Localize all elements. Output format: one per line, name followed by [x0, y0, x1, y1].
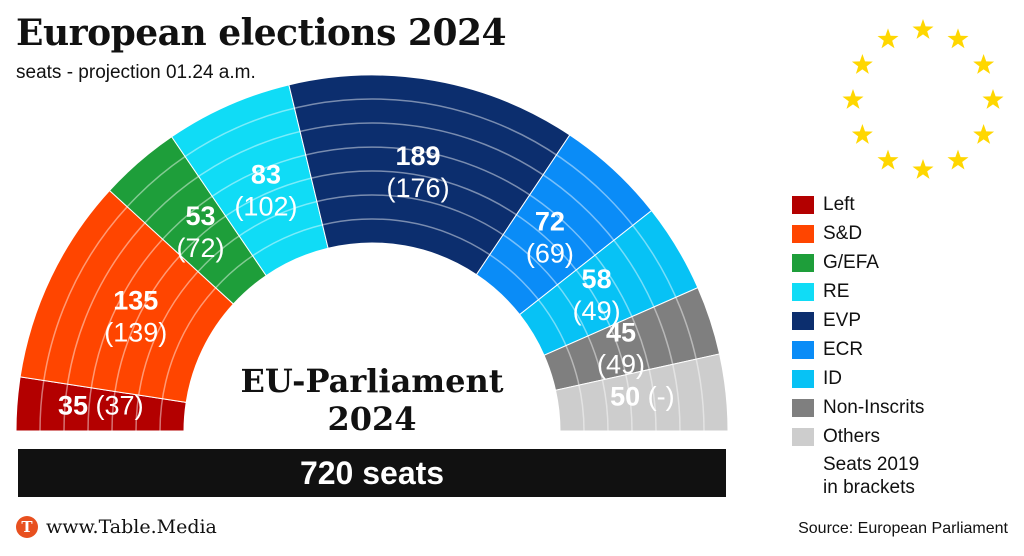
seat-label-g-efa: 53 (72)	[177, 201, 225, 263]
seat-row-ring	[63, 122, 681, 432]
seat-label-left: 35 (37)	[58, 390, 144, 420]
eu-star-icon	[947, 149, 969, 170]
seat-label-sd: 135 (139)	[104, 286, 167, 348]
seat-label-others: 50 (-)	[610, 381, 675, 411]
legend-label-id: ID	[823, 367, 842, 389]
eu-star-icon	[842, 89, 864, 109]
seat-count-non-inscrits: 45	[606, 317, 636, 347]
legend-note-line2: in brackets	[823, 477, 915, 498]
seat-row-ring	[111, 170, 633, 432]
seat-2019-others: (-)	[648, 381, 675, 411]
legend: Left S&D G/EFA RE EVP ECR ID Non-Inscrits Others…	[792, 190, 924, 499]
legend-swatch-ecr	[792, 340, 814, 359]
legend-swatch-non-inscrits	[792, 398, 814, 417]
center-label-name: EU-Parliament	[240, 362, 503, 400]
legend-swatch-left	[792, 195, 814, 214]
eu-star-icon	[851, 54, 873, 74]
chart-title: European elections 2024	[16, 12, 507, 54]
eu-star-icon	[912, 159, 934, 179]
legend-label-non-inscrits: Non-Inscrits	[823, 396, 925, 418]
legend-item-g-efa: G/EFA	[792, 248, 924, 277]
legend-swatch-g-efa	[792, 253, 814, 272]
eu-star-icon	[982, 89, 1004, 109]
legend-note: Seats 2019 in brackets	[823, 453, 924, 499]
seat-2019-g-efa: (72)	[177, 233, 225, 263]
table-media-logo-icon: T	[16, 516, 38, 538]
legend-label-evp: EVP	[823, 309, 862, 331]
seat-2019-left: (37)	[96, 390, 144, 420]
seat-count-left: 35	[58, 390, 96, 420]
footer-url[interactable]: www.Table.Media	[46, 516, 217, 538]
seat-count-sd: 135	[113, 286, 158, 316]
legend-item-sd: S&D	[792, 219, 924, 248]
legend-label-others: Others	[823, 425, 881, 447]
center-label-year: 2024	[327, 400, 416, 438]
seat-label-id: 58 (49)	[573, 264, 621, 326]
source-note: Source: European Parliament	[798, 520, 1008, 537]
seat-label-ecr: 72 (69)	[526, 207, 574, 269]
legend-item-ecr: ECR	[792, 335, 924, 364]
footer-brand[interactable]: T www.Table.Media	[16, 516, 217, 538]
legend-label-sd: S&D	[823, 222, 863, 244]
seat-count-id: 58	[582, 264, 612, 294]
parliament-chart: 35 (37)135 (139)53 (72)83 (102)189 (176)72 (6…	[15, 74, 729, 438]
seat-count-ecr: 72	[535, 207, 565, 237]
seat-count-others: 50	[610, 381, 648, 411]
seat-2019-re: (102)	[234, 191, 297, 221]
seat-count-evp: 189	[396, 141, 441, 171]
seat-label-non-inscrits: 45 (49)	[597, 317, 645, 379]
eu-star-icon	[877, 149, 899, 170]
legend-label-ecr: ECR	[823, 338, 864, 360]
legend-label-re: RE	[823, 280, 850, 302]
seat-2019-evp: (176)	[387, 173, 450, 203]
seat-row-ring	[159, 218, 585, 432]
sector-others	[554, 353, 729, 432]
seat-row-ring	[39, 98, 705, 432]
eu-stars-icon	[842, 19, 1004, 179]
eu-star-icon	[947, 28, 969, 49]
total-seats-bar: 720 seats	[18, 449, 726, 497]
seat-2019-ecr: (69)	[526, 239, 574, 269]
legend-note-line1: Seats 2019	[823, 454, 920, 475]
legend-label-left: Left	[823, 193, 855, 215]
seat-2019-sd: (139)	[104, 318, 167, 348]
seat-label-evp: 189 (176)	[387, 141, 450, 203]
eu-star-icon	[973, 54, 995, 74]
legend-item-re: RE	[792, 277, 924, 306]
chart-subtitle: seats - projection 01.24 a.m.	[16, 62, 256, 83]
eu-star-icon	[877, 28, 899, 49]
seat-row-ring	[135, 194, 609, 432]
legend-swatch-id	[792, 369, 814, 388]
seat-count-re: 83	[251, 159, 281, 189]
legend-swatch-evp	[792, 311, 814, 330]
seat-row-ring	[87, 146, 657, 432]
legend-swatch-others	[792, 427, 814, 446]
legend-label-g-efa: G/EFA	[823, 251, 879, 273]
legend-item-others: Others	[792, 422, 924, 451]
seat-label-re: 83 (102)	[234, 159, 297, 221]
eu-star-icon	[912, 19, 934, 39]
legend-item-left: Left	[792, 190, 924, 219]
legend-swatch-re	[792, 282, 814, 301]
legend-item-non-inscrits: Non-Inscrits	[792, 393, 924, 422]
seat-count-g-efa: 53	[186, 201, 216, 231]
eu-star-icon	[973, 124, 995, 144]
legend-swatch-sd	[792, 224, 814, 243]
eu-star-icon	[851, 124, 873, 144]
legend-item-evp: EVP	[792, 306, 924, 335]
sector-evp	[288, 74, 571, 276]
seat-2019-non-inscrits: (49)	[597, 349, 645, 379]
seat-2019-id: (49)	[573, 296, 621, 326]
legend-item-id: ID	[792, 364, 924, 393]
